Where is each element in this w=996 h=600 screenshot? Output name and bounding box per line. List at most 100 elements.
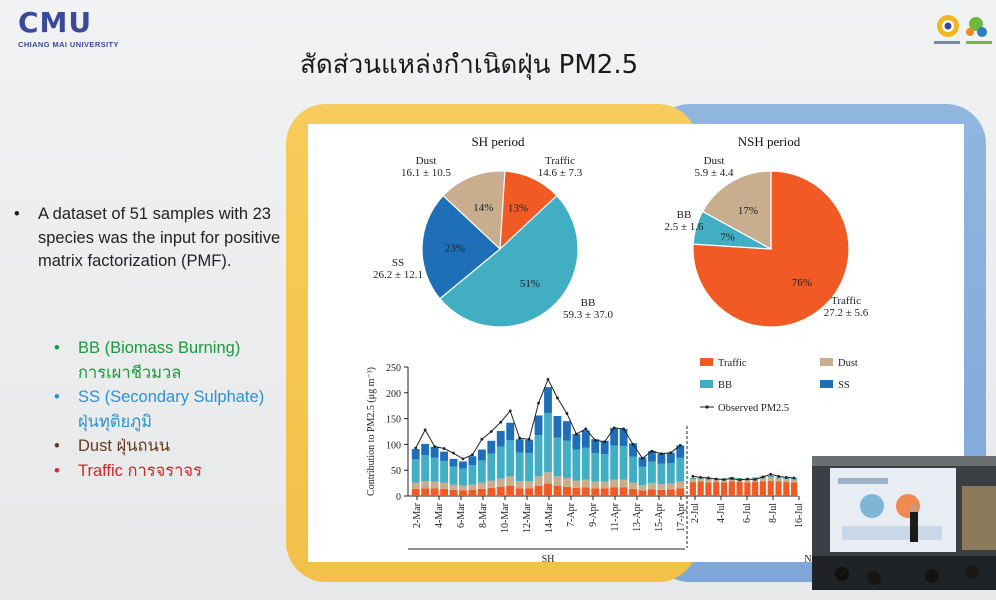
pie-percent-label: 17% bbox=[738, 205, 758, 217]
bar-segment-bb bbox=[638, 466, 647, 486]
bar-segment-bb bbox=[534, 435, 543, 477]
bar-segment-traffic bbox=[515, 488, 524, 496]
bar-segment-traffic bbox=[736, 482, 743, 496]
bar-segment-ss bbox=[581, 430, 590, 448]
bar-segment-dust bbox=[553, 476, 562, 486]
bar-segment-ss bbox=[666, 452, 675, 463]
bar-segment-bb bbox=[544, 412, 552, 473]
source-label: Dust ฝุ่นถนน bbox=[78, 437, 171, 455]
observed-pm25-point bbox=[508, 409, 512, 413]
bar-segment-dust bbox=[534, 476, 543, 486]
bullet-dot: • bbox=[54, 339, 60, 357]
speaker-video-inset bbox=[812, 456, 996, 590]
bar-segment-ss bbox=[487, 440, 496, 454]
bar-segment-traffic bbox=[506, 485, 515, 496]
observed-pm25-point bbox=[471, 453, 474, 457]
bar-segment-ss bbox=[477, 449, 486, 461]
observed-pm25-point bbox=[612, 426, 616, 430]
bar-segment-ss bbox=[430, 446, 439, 458]
bar-segment-traffic bbox=[629, 488, 637, 496]
bar-segment-dust bbox=[581, 479, 590, 488]
bar-segment-bb bbox=[619, 445, 628, 480]
y-tick-label: 200 bbox=[386, 389, 401, 400]
observed-pm25-point bbox=[414, 446, 418, 450]
bar-segment-traffic bbox=[525, 488, 534, 496]
sun-logo-icon bbox=[937, 15, 959, 37]
x-tick-label: 2-Jul bbox=[690, 503, 701, 523]
bar-segment-bb bbox=[572, 449, 581, 481]
pie-source-name: BB bbox=[677, 209, 692, 221]
bullet-dot: • bbox=[54, 461, 60, 480]
x-tick-label: 2-Mar bbox=[412, 502, 423, 528]
bar-segment-dust bbox=[487, 480, 496, 488]
bar-segment-dust bbox=[666, 483, 675, 490]
video-scene bbox=[812, 456, 996, 590]
bar-segment-traffic bbox=[477, 488, 486, 496]
bar-segment-ss bbox=[459, 461, 467, 469]
bullet-dot: • bbox=[14, 205, 20, 223]
x-tick-label: 13-Apr bbox=[632, 502, 643, 532]
y-tick-label: 50 bbox=[391, 466, 401, 477]
observed-pm25-point bbox=[565, 412, 569, 415]
observed-pm25-point bbox=[537, 401, 540, 405]
pie-source-name: Traffic bbox=[545, 155, 575, 167]
pie-percent-label: 7% bbox=[720, 231, 735, 243]
bar-segment-bb bbox=[506, 440, 515, 477]
pie-source-value: 26.2 ± 12.1 bbox=[373, 269, 423, 281]
bar-segment-traffic bbox=[689, 482, 696, 496]
pie-source-value: 14.6 ± 7.3 bbox=[538, 167, 583, 179]
bullet-dot: • bbox=[54, 388, 60, 406]
observed-pm25-point bbox=[714, 477, 718, 481]
bar-segment-dust bbox=[689, 478, 696, 483]
bar-segment-ss bbox=[638, 457, 647, 467]
observed-pm25-point bbox=[574, 432, 578, 436]
x-tick-label: 10-Mar bbox=[500, 502, 511, 533]
bullet-list: • A dataset of 51 samples with 23 specie… bbox=[14, 203, 304, 274]
pie-source-value: 5.9 ± 4.4 bbox=[694, 167, 734, 179]
observed-pm25-point bbox=[631, 443, 635, 446]
observed-pm25-point bbox=[691, 474, 695, 478]
bar-segment-ss bbox=[676, 445, 685, 458]
bar-segment-traffic bbox=[657, 489, 666, 496]
bar-segment-bb bbox=[610, 445, 619, 480]
bar-segment-bb bbox=[648, 461, 656, 484]
observed-pm25-point bbox=[423, 428, 427, 432]
pie-title: SH period bbox=[471, 134, 525, 149]
bar-segment-dust bbox=[783, 478, 790, 483]
bar-segment-bb bbox=[767, 475, 774, 478]
bar-segment-dust bbox=[676, 481, 685, 489]
bar-segment-bb bbox=[657, 463, 666, 485]
source-list: • BB (Biomass Burning) การเผาชีวมวล • SS… bbox=[54, 336, 314, 483]
legend-label-traffic: Traffic bbox=[718, 358, 747, 369]
bar-segment-bb bbox=[553, 437, 562, 477]
bar-segment-dust bbox=[515, 481, 524, 489]
bar-segment-traffic bbox=[767, 481, 774, 496]
observed-pm25-point bbox=[730, 477, 734, 480]
bar-segment-traffic bbox=[697, 481, 704, 496]
bar-segment-ss bbox=[496, 430, 505, 447]
bar-segment-dust bbox=[791, 479, 798, 483]
bar-segment-bb bbox=[600, 454, 609, 482]
bar-segment-ss bbox=[544, 387, 552, 413]
pie-slice-ss bbox=[421, 194, 501, 300]
pie-source-name: SS bbox=[392, 257, 404, 269]
legend-label-observed: Observed PM2.5 bbox=[718, 403, 789, 414]
legend-observed-point bbox=[705, 405, 709, 409]
bar-segment-dust bbox=[468, 484, 477, 490]
bar-segment-dust bbox=[638, 485, 647, 491]
legend-swatch-ss bbox=[820, 380, 833, 388]
pie-slice-bb bbox=[439, 194, 579, 328]
bar-segment-traffic bbox=[648, 489, 656, 496]
legend-swatch-traffic bbox=[700, 358, 713, 366]
bar-segment-traffic bbox=[752, 482, 759, 496]
bar-segment-ss bbox=[572, 434, 581, 450]
bar-segment-traffic bbox=[468, 489, 477, 496]
x-tick-label: 17-Apr bbox=[676, 502, 687, 532]
y-tick-label: 0 bbox=[396, 492, 401, 503]
bar-segment-dust bbox=[506, 476, 515, 486]
bar-segment-dust bbox=[657, 484, 666, 490]
bar-segment-dust bbox=[562, 477, 571, 487]
bar-segment-dust bbox=[610, 479, 619, 488]
x-tick-label: 12-Mar bbox=[522, 502, 533, 533]
